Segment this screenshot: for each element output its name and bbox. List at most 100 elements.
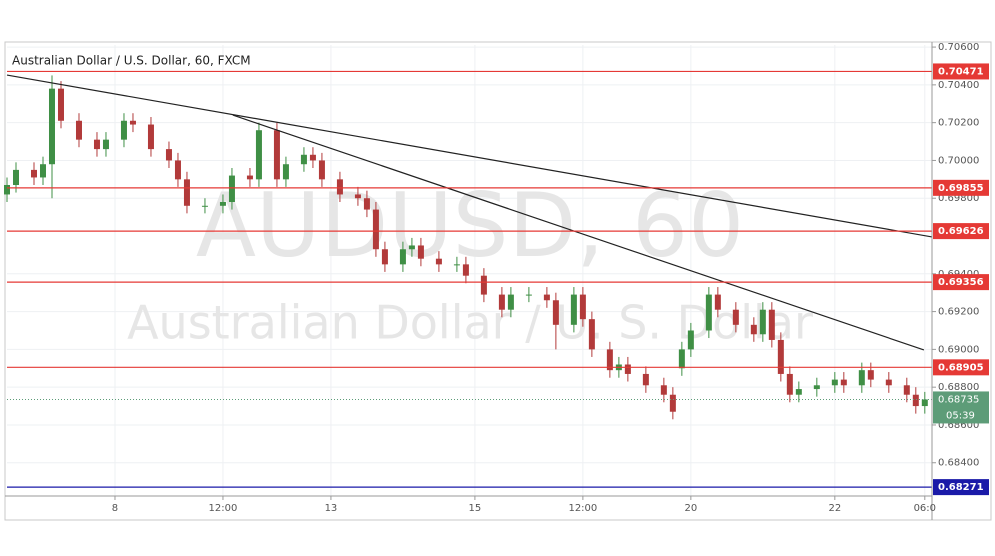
candle-body [336, 179, 343, 195]
plot [4, 70, 933, 488]
candle-body [867, 370, 874, 380]
chart-title: Australian Dollar / U.S. Dollar, 60, FXC… [12, 54, 251, 68]
y-tick-label: 0.68600 [938, 420, 979, 431]
level-label-box [933, 274, 989, 291]
candle-body [507, 294, 514, 310]
candle-body [642, 373, 649, 386]
candle-body [606, 349, 613, 371]
y-tick-label: 0.69000 [938, 344, 979, 355]
candle-body [525, 294, 532, 296]
candle-body [372, 209, 379, 250]
candle-body [579, 294, 586, 320]
candle-body [246, 175, 253, 180]
candle-body [795, 389, 802, 395]
trendline [232, 114, 925, 351]
candle-body [408, 245, 415, 250]
candle-body [309, 154, 316, 161]
candle-body [777, 339, 784, 374]
level-label-box [933, 479, 989, 496]
candle-body [678, 349, 685, 369]
candle-body [453, 264, 460, 266]
candle-body [174, 160, 181, 180]
y-tick-label: 0.70600 [938, 42, 979, 53]
candle-body [354, 194, 361, 199]
grid [7, 45, 932, 496]
candle-body [786, 373, 793, 395]
chart-frame [4, 41, 992, 521]
candle-body [147, 124, 154, 150]
x-tick-label: 13 [325, 503, 338, 514]
last-price-box [933, 391, 989, 424]
candle-body [435, 258, 442, 265]
candle-body [165, 149, 172, 161]
candle-body [102, 139, 109, 150]
x-tick-label: 8 [112, 503, 118, 514]
candle-body [399, 249, 406, 265]
candle-body [129, 120, 136, 125]
candle-body [273, 130, 280, 180]
candle-body [768, 309, 775, 340]
candle-body [57, 88, 64, 121]
y-tick-label: 0.70200 [938, 118, 979, 129]
candle-body [300, 154, 307, 165]
candle-body [417, 245, 424, 259]
candle-body [318, 160, 325, 180]
candle-body [4, 185, 10, 195]
candle-body [885, 379, 892, 386]
candle-body [660, 385, 667, 395]
candle-body [831, 379, 838, 386]
candle-body [552, 300, 559, 325]
y-tick-label: 0.70400 [938, 80, 979, 91]
candle-body [543, 294, 550, 301]
trendline [6, 74, 933, 238]
level-label-box [933, 359, 989, 376]
candle-body [687, 330, 694, 350]
x-tick-label: 20 [684, 503, 697, 514]
level-label-box [933, 179, 989, 196]
candle-body [669, 394, 676, 412]
axis: 0.706000.704000.702000.700000.698000.694… [112, 42, 989, 514]
candle-body [912, 394, 919, 407]
candle-body [39, 164, 46, 178]
watermark: AUDUSD, 60 [196, 174, 744, 277]
candle-body [714, 294, 721, 310]
level-label: 0.69626 [938, 226, 984, 237]
candle-body [903, 385, 910, 395]
candle-body [381, 249, 388, 265]
x-tick-label: 06:0 [914, 503, 936, 514]
candle-body [813, 385, 820, 390]
candle-body [282, 164, 289, 180]
level-label: 0.68271 [938, 482, 984, 493]
y-tick-label: 0.68400 [938, 458, 979, 469]
candle-body [363, 198, 370, 210]
countdown-label: 05:39 [946, 410, 975, 421]
candle-body [705, 294, 712, 331]
level-label: 0.68905 [938, 362, 984, 373]
x-tick-label: 12:00 [209, 503, 238, 514]
candle-body [462, 264, 469, 276]
candle-body [48, 88, 55, 165]
y-tick-label: 0.68800 [938, 382, 979, 393]
candle-body [840, 379, 847, 386]
x-tick-label: 15 [469, 503, 482, 514]
candle-body [858, 370, 865, 386]
candle-body [498, 294, 505, 310]
candle-body [12, 169, 19, 186]
candle-body [120, 120, 127, 140]
candle-body [255, 130, 262, 180]
level-label-box [933, 223, 989, 240]
candle-body [759, 309, 766, 335]
candle-body [75, 120, 82, 140]
candle-body [480, 275, 487, 295]
candle-body [201, 205, 208, 207]
candle-body [732, 309, 739, 325]
y-tick-label: 0.70000 [938, 155, 979, 166]
candle-body [228, 175, 235, 203]
candle-body [30, 169, 37, 178]
level-label: 0.69356 [938, 277, 984, 288]
x-tick-label: 12:00 [568, 503, 597, 514]
x-tick-label: 22 [828, 503, 841, 514]
watermark-sub: Australian Dollar / U. S. Dollar [127, 296, 813, 350]
